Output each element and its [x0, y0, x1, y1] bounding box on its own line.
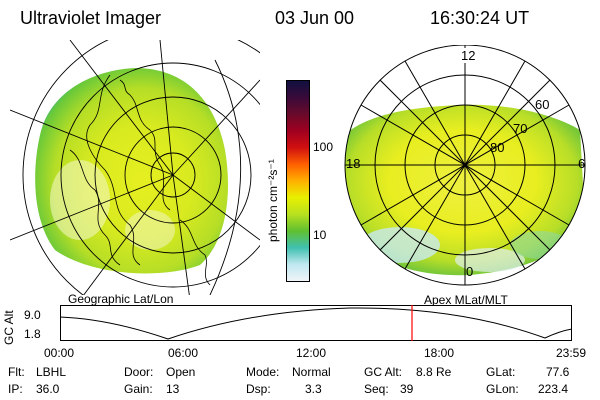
- gain-label: Gain:: [124, 382, 153, 396]
- colorbar-label: photon cm⁻²s⁻¹: [266, 159, 280, 242]
- mlt-label-18: 18: [346, 156, 361, 171]
- orbit-altitude-plot: [60, 305, 572, 341]
- flt-label: Flt:: [8, 365, 25, 379]
- magnetic-polar-panel: [344, 45, 586, 286]
- glat-label: GLat:: [486, 365, 516, 379]
- geographic-grid: [10, 40, 260, 295]
- gain-value: 13: [166, 382, 180, 396]
- geographic-label: Geographic Lat/Lon: [68, 292, 174, 306]
- door-value: Open: [166, 365, 196, 379]
- date-label: 03 Jun 00: [275, 8, 355, 28]
- mlat-label-70: 70: [513, 121, 528, 136]
- colorbar-tick-100: 100: [313, 140, 334, 154]
- ip-value: 36.0: [36, 382, 60, 396]
- orbit-ytick-max: 9.0: [24, 308, 41, 322]
- seq-label: Seq:: [364, 382, 389, 396]
- mlt-label-6: 6: [578, 156, 586, 171]
- mode-value: Normal: [292, 365, 331, 379]
- glat-value: 77.6: [546, 365, 570, 379]
- orbit-axis-label: GC Alt: [2, 310, 16, 345]
- ip-label: IP:: [8, 382, 23, 396]
- mode-label: Mode:: [246, 365, 280, 379]
- orbit-ytick-min: 1.8: [24, 327, 41, 341]
- orbit-xtick-1200: 12:00: [296, 346, 327, 360]
- colorbar-tick-10: 10: [313, 228, 327, 242]
- dsp-label: Dsp:: [246, 382, 271, 396]
- seq-value: 39: [400, 382, 414, 396]
- instrument-title: Ultraviolet Imager: [20, 8, 162, 28]
- glon-value: 223.4: [538, 382, 569, 396]
- mlt-label-0: 0: [466, 264, 474, 279]
- orbit-xtick-2359: 23:59: [556, 346, 587, 360]
- door-label: Door:: [124, 365, 154, 379]
- colorbar: [286, 80, 310, 282]
- geographic-image-panel: [10, 40, 260, 295]
- mlt-label-12: 12: [460, 48, 477, 63]
- magnetic-label: Apex MLat/MLT: [424, 293, 508, 307]
- orbit-xtick-0600: 06:00: [168, 346, 199, 360]
- orbit-xtick-1800: 18:00: [424, 346, 455, 360]
- time-label: 16:30:24 UT: [430, 8, 530, 28]
- glon-label: GLon:: [486, 382, 519, 396]
- orbit-xtick-0000: 00:00: [44, 346, 75, 360]
- flt-value: LBHL: [36, 365, 67, 379]
- gcalt-label: GC Alt:: [364, 365, 403, 379]
- dsp-value: 3.3: [305, 382, 322, 396]
- gcalt-value: 8.8 Re: [416, 365, 452, 379]
- mlat-label-80: 80: [490, 140, 505, 155]
- mlat-label-60: 60: [535, 97, 550, 112]
